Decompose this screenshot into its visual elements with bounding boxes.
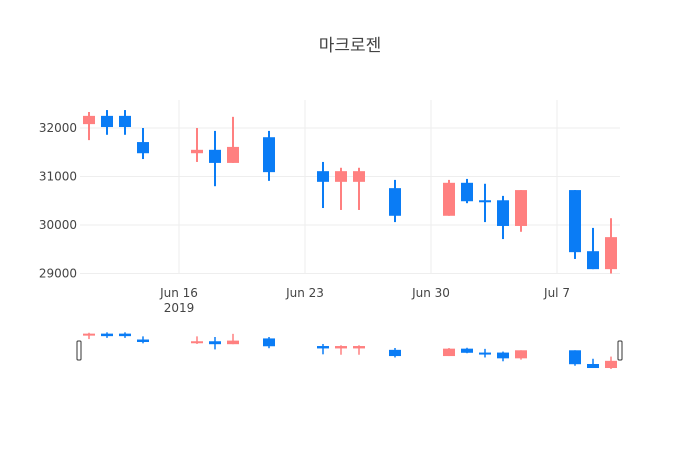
candle-body [353, 171, 365, 182]
slider-candle [137, 336, 149, 344]
gridlines [80, 100, 620, 274]
candle-body [389, 188, 401, 216]
candle[interactable] [479, 183, 491, 223]
candle[interactable] [83, 111, 95, 141]
slider-candle [587, 358, 599, 369]
y-tick-label: 30000 [39, 218, 77, 232]
candle-body [83, 115, 95, 125]
chart-title: 마크로젠 [318, 36, 382, 56]
candle-body [515, 190, 527, 226]
candle-body [101, 115, 113, 128]
candle[interactable] [605, 218, 617, 274]
candle-body [569, 190, 581, 253]
range-slider[interactable] [76, 332, 623, 369]
slider-candle [515, 350, 527, 360]
y-tick-label: 29000 [39, 267, 77, 281]
x-tick-label: Jul 7 [543, 286, 570, 300]
slider-candle [479, 348, 491, 358]
slider-candle [263, 337, 275, 349]
candle[interactable] [209, 130, 221, 187]
x-tick-label: Jun 30 [411, 286, 450, 300]
slider-candle [119, 332, 131, 338]
candle[interactable] [101, 110, 113, 135]
candle[interactable] [353, 167, 365, 210]
candle[interactable] [227, 116, 239, 163]
candle[interactable] [137, 128, 149, 160]
slider-candle [101, 332, 113, 338]
y-axis: 29000 30000 31000 32000 [39, 121, 77, 281]
candle-body [479, 200, 491, 203]
candle-body [137, 142, 149, 154]
candle[interactable] [389, 179, 401, 223]
slider-candle [191, 336, 203, 344]
candle[interactable] [317, 161, 329, 209]
range-slider-right-handle[interactable] [617, 340, 623, 361]
range-slider-left-handle[interactable] [76, 340, 82, 361]
candle[interactable] [497, 195, 509, 240]
candle-body [587, 251, 599, 270]
candle[interactable] [191, 128, 203, 162]
candle-body [461, 182, 473, 202]
x-tick-label: Jun 16 [159, 286, 198, 300]
slider-candle [317, 343, 329, 355]
candle-body [497, 200, 509, 226]
candle-body [335, 171, 347, 182]
slider-candle [461, 347, 473, 354]
y-tick-label: 32000 [39, 121, 77, 135]
slider-candle [209, 337, 221, 350]
candle-body [209, 149, 221, 163]
candle-body [263, 137, 275, 173]
range-slider-candles [83, 332, 617, 369]
candle[interactable] [335, 167, 347, 210]
candle[interactable] [461, 178, 473, 204]
candle-body [605, 237, 617, 270]
candle[interactable] [587, 227, 599, 270]
candle[interactable] [515, 190, 527, 232]
candle-body [443, 182, 455, 216]
main-candles[interactable] [83, 110, 617, 274]
candle[interactable] [443, 179, 455, 216]
slider-candle [83, 332, 95, 340]
slider-candle [443, 347, 455, 357]
candle[interactable] [569, 190, 581, 259]
slider-candle [497, 351, 509, 362]
x-tick-label: Jun 23 [285, 286, 324, 300]
slider-candle [605, 356, 617, 369]
candle-body [317, 171, 329, 182]
candle-body [227, 146, 239, 163]
slider-candle [569, 350, 581, 366]
slider-candle [389, 347, 401, 358]
x-tick-year-label: 2019 [164, 301, 195, 315]
candle-body [119, 115, 131, 128]
slider-candle [227, 333, 239, 345]
y-tick-label: 31000 [39, 170, 77, 184]
candle[interactable] [263, 130, 275, 181]
candle-body [191, 149, 203, 154]
slider-candle [335, 345, 347, 355]
slider-candle [353, 345, 365, 355]
candle[interactable] [119, 110, 131, 135]
